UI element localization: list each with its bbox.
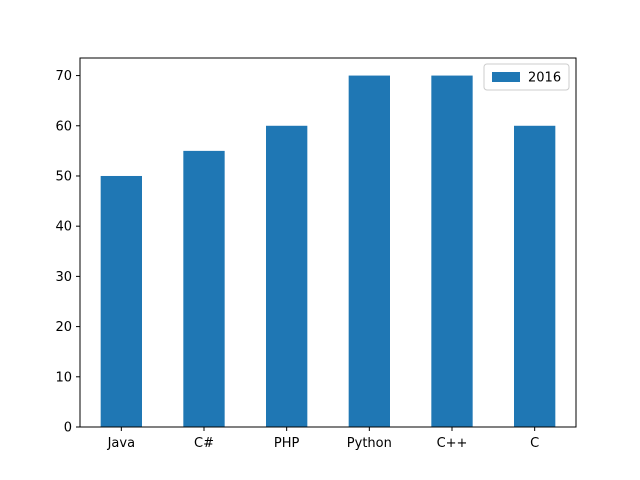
bar-csharp bbox=[183, 150, 225, 427]
y-tick-label: 70 bbox=[55, 69, 72, 84]
y-tick-label: 50 bbox=[55, 169, 72, 184]
x-tick-label: Python bbox=[347, 436, 392, 451]
x-tick-label: C bbox=[530, 436, 539, 451]
bar-php bbox=[266, 125, 308, 427]
legend-box bbox=[483, 63, 570, 91]
x-tick-label: PHP bbox=[274, 436, 300, 451]
axes-frame bbox=[79, 57, 577, 428]
bar-c bbox=[514, 125, 556, 427]
legend: 2016 bbox=[483, 63, 570, 91]
bar-python bbox=[348, 75, 390, 427]
x-tick-label: C# bbox=[194, 436, 214, 451]
bar-cplusplus bbox=[431, 75, 473, 427]
axes-layer: 0 10 20 30 40 50 60 70 Java C# PHP Python C++ C bbox=[55, 57, 577, 451]
bars-layer bbox=[100, 75, 556, 427]
x-tick-label: Java bbox=[107, 436, 135, 451]
y-tick-label: 60 bbox=[55, 119, 72, 134]
legend-swatch bbox=[492, 72, 520, 82]
bar-java bbox=[100, 175, 142, 427]
y-tick-label: 10 bbox=[55, 370, 72, 385]
y-tick-label: 20 bbox=[55, 320, 72, 335]
y-tick-label: 0 bbox=[64, 421, 72, 436]
y-tick-label: 40 bbox=[55, 220, 72, 235]
x-tick-label: C++ bbox=[437, 436, 468, 451]
legend-label: 2016 bbox=[528, 71, 561, 86]
y-tick-label: 30 bbox=[55, 270, 72, 285]
